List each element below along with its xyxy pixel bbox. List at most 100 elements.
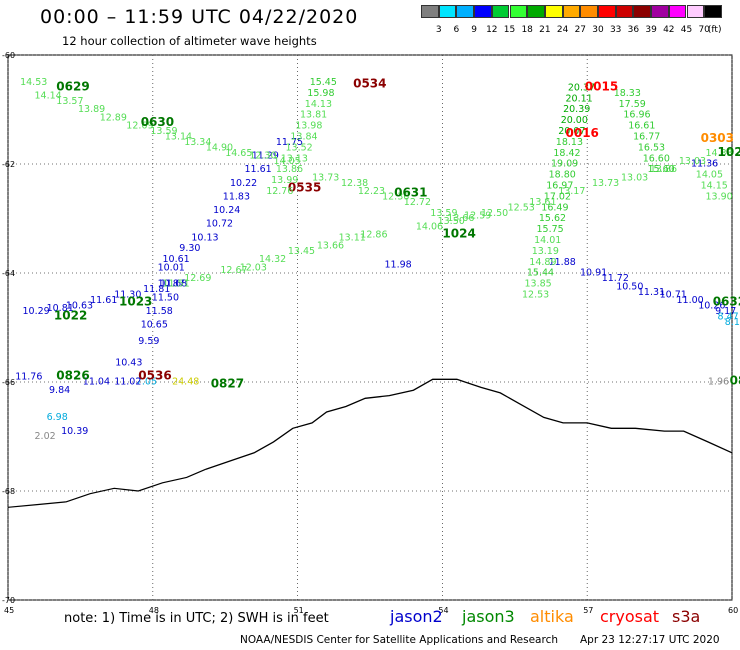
swh-value-label: 13.59: [150, 126, 177, 137]
lat-tick-label: -70: [2, 596, 15, 605]
swh-value-label: 8.1: [725, 317, 740, 328]
lat-tick-label: -60: [2, 51, 15, 60]
swh-value-label: 12.67: [220, 265, 247, 276]
lon-tick-label: 60: [728, 606, 738, 615]
swh-value-label: 14.90: [206, 142, 233, 153]
swh-value-label: 11.81: [143, 284, 170, 295]
scale-label: 33: [609, 25, 622, 35]
swh-value-label: 12.86: [360, 230, 387, 241]
swh-value-label: 11.88: [549, 257, 576, 268]
pass-time-label: 0631: [394, 186, 427, 200]
swh-value-label: 20.39: [563, 104, 590, 115]
swh-value-label: 13.17: [558, 186, 585, 197]
swh-value-label: 11.83: [223, 191, 250, 202]
scale-swatch: [686, 5, 705, 18]
swh-value-label: 13.19: [532, 246, 559, 257]
swh-value-label: 10.43: [115, 358, 142, 369]
swh-value-label: 15.60: [648, 164, 675, 175]
pass-time-label: 0015: [585, 79, 618, 93]
swh-value-label: 18.33: [614, 88, 641, 99]
swh-value-label: 13.81: [300, 110, 327, 121]
swh-value-label: 20.37: [568, 82, 595, 93]
lat-tick-label: -68: [2, 487, 15, 496]
scale-label: 36: [627, 25, 640, 35]
pass-time-label: 0826: [56, 368, 89, 382]
swh-value-label: 13.99: [271, 175, 298, 186]
scale-label: 3: [435, 25, 442, 35]
pass-time-label: 0534: [353, 77, 386, 91]
scale-unit-label: (ft): [707, 25, 722, 35]
swh-value-label: 13.66: [447, 213, 474, 224]
swh-value-label: 11.29: [252, 151, 279, 162]
coastline-segment: [7, 501, 66, 508]
swh-value-label: 9.17: [715, 306, 736, 317]
swh-value-label: 16.49: [541, 202, 568, 213]
swh-value-label: 14.05: [696, 170, 723, 181]
scale-swatch: [580, 5, 598, 18]
swh-value-label: 13.61: [529, 197, 556, 208]
swh-value-label: 11.61: [90, 295, 117, 306]
swh-value-label: 13.11: [339, 232, 366, 243]
swh-value-label: 13.13: [281, 153, 308, 164]
pass-time-label: 08: [730, 374, 740, 388]
swh-value-label: 13.85: [525, 279, 552, 290]
swh-value-label: 14.06: [416, 221, 443, 232]
swh-value-label: 10.01: [158, 262, 185, 273]
swh-value-label: 10.50: [616, 281, 643, 292]
swh-value-label: 12.59: [464, 211, 491, 222]
pass-time-label: 1024: [442, 227, 475, 241]
swh-value-label: 12.23: [358, 186, 385, 197]
swh-value-label: 10.13: [191, 232, 218, 243]
swh-value-label: 19.09: [551, 159, 578, 170]
swh-value-label: 13.73: [312, 172, 339, 183]
swh-value-label: 16.53: [638, 142, 665, 153]
swh-value-label: 13.59: [430, 208, 457, 219]
swh-value-label: 9.84: [49, 385, 70, 396]
swh-value-label: 12.72: [404, 197, 431, 208]
swh-value-label: 10.61: [163, 254, 190, 265]
swh-value-label: 14.15: [701, 181, 728, 192]
swh-value-label: 10.63: [66, 300, 93, 311]
swh-value-label: 13.03: [679, 156, 706, 167]
swh-value-label: 15.45: [310, 77, 337, 88]
footer-timestamp: Apr 23 12:27:17 UTC 2020: [580, 634, 720, 646]
scale-swatch: [438, 5, 457, 18]
swh-value-label: 24.48: [172, 377, 199, 388]
swh-value-label: 12.69: [184, 273, 211, 284]
swh-value-label: 14.13: [305, 99, 332, 110]
swh-value-label: 7.05: [136, 377, 157, 388]
lon-tick-label: 45: [4, 606, 14, 615]
pass-time-label: 1025: [718, 145, 740, 159]
swh-value-label: 15.44: [527, 268, 554, 279]
map-title: 00:00 – 11:59 UTC 04/22/2020: [40, 6, 359, 28]
pass-time-label: 0629: [56, 79, 89, 93]
scale-label: 12: [486, 25, 498, 35]
scale-label: 15: [503, 25, 516, 35]
swh-value-label: 13.57: [56, 96, 83, 107]
swh-value-label: 12.69: [126, 121, 153, 132]
scale-swatch: [704, 5, 722, 18]
swh-value-label: 10.81: [47, 303, 74, 314]
swh-value-label: 11.31: [638, 287, 665, 298]
scale-label: 42: [663, 25, 675, 35]
swh-value-label: 10.91: [580, 268, 607, 279]
scale-swatch: [633, 5, 652, 18]
swh-value-label: 14.89: [529, 257, 556, 268]
pass-time-label: 0016: [566, 126, 599, 140]
antarctic-coastline: [205, 378, 733, 470]
swh-value-label: 12.89: [100, 112, 127, 123]
swh-value-label: 9.59: [138, 336, 159, 347]
swh-value-label: 15.98: [307, 88, 334, 99]
swh-value-label: 6.98: [47, 412, 68, 423]
swh-value-label: 12.50: [481, 208, 508, 219]
scale-swatch: [527, 5, 545, 18]
scale-label: 24: [556, 25, 569, 35]
swh-value-label: 13.50: [438, 216, 465, 227]
swh-value-label: 20.11: [566, 93, 593, 104]
pass-time-label: 0827: [211, 376, 244, 390]
scale-label: 30: [592, 25, 604, 35]
scale-swatch: [651, 5, 669, 18]
swh-value-label: 14.01: [534, 235, 561, 246]
swh-value-label: 11.68: [160, 279, 187, 290]
